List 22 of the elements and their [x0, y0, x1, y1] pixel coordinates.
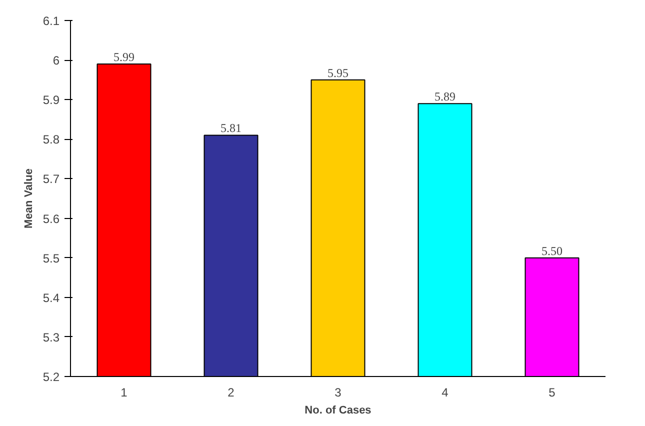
- y-axis-title: Mean Value: [22, 168, 35, 228]
- y-tick-label: 5.9: [42, 93, 60, 108]
- data-label: 5.99: [114, 50, 134, 64]
- y-tick-label: 5.5: [42, 251, 60, 266]
- y-tick-label: 5.4: [42, 290, 60, 305]
- data-label: 5.50: [542, 244, 562, 258]
- y-tick-label: 6: [52, 54, 60, 68]
- data-label: 5.81: [220, 121, 242, 136]
- data-label: 5.95: [328, 66, 348, 80]
- y-tick-label: 6.1: [42, 14, 60, 28]
- y-tick-label: 5.7: [42, 172, 60, 186]
- x-tick-label: 5: [548, 386, 556, 400]
- x-tick-label: 4: [442, 386, 449, 400]
- x-tick-label: 2: [228, 386, 235, 400]
- y-tick-label: 5.6: [42, 212, 60, 226]
- data-label: 5.89: [434, 90, 456, 104]
- x-tick-label: 3: [334, 386, 342, 400]
- x-axis-title: No. of Cases: [304, 404, 372, 416]
- y-tick-label: 5.2: [42, 370, 60, 384]
- y-tick-label: 5.3: [42, 330, 60, 344]
- x-tick-label: 1: [120, 386, 128, 400]
- y-tick-label: 5.8: [42, 132, 60, 147]
